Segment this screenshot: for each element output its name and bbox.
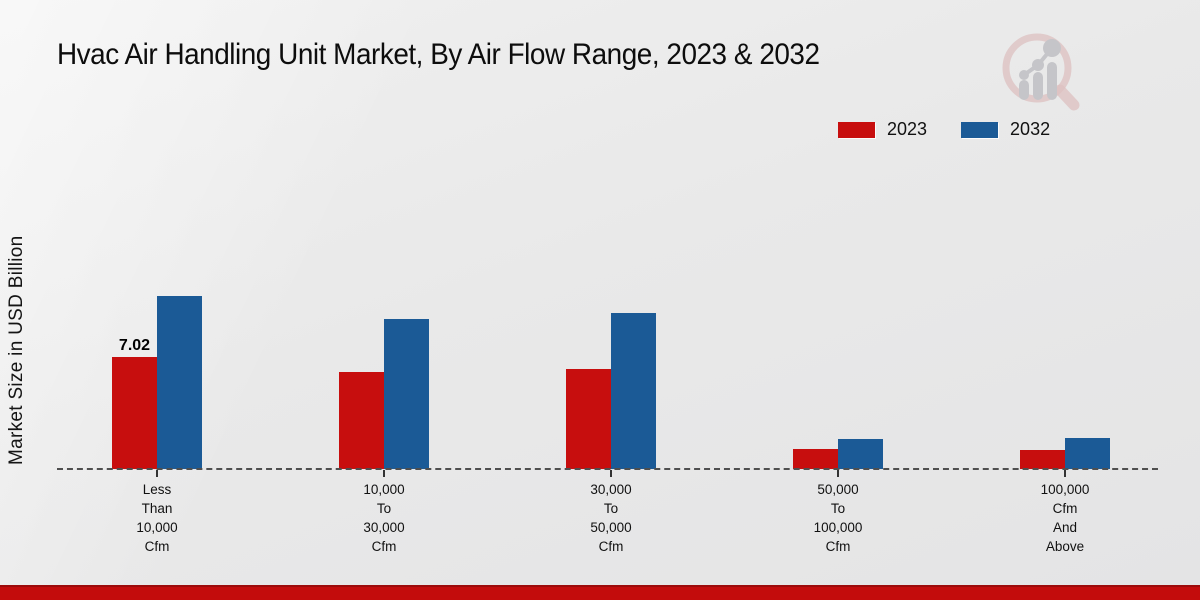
- category-label-2: 10,000 To 30,000 Cfm: [363, 482, 405, 554]
- bar-2032-group-1: [157, 296, 202, 469]
- bar-2023-group-5: [1020, 450, 1065, 469]
- magnifier-bar-chart-icon: [1002, 33, 1080, 111]
- brand-logo: [993, 28, 1083, 112]
- bar-2032-group-4: [838, 439, 883, 469]
- bar-2023-group-2: [339, 372, 384, 469]
- bar-2023-group-4: [793, 449, 838, 469]
- x-axis-tick-5: [1064, 470, 1066, 477]
- chart-title: Hvac Air Handling Unit Market, By Air Fl…: [57, 38, 820, 71]
- x-axis-tick-4: [837, 470, 839, 477]
- legend-item-2023: 2023: [838, 119, 927, 140]
- category-label-3: 30,000 To 50,000 Cfm: [590, 482, 632, 554]
- bar-2032-group-5: [1065, 438, 1110, 469]
- data-label-2023-group-1: 7.02: [118, 337, 151, 354]
- footer-bar: [0, 585, 1200, 600]
- x-axis-tick-3: [610, 470, 612, 477]
- category-label-1: Less Than 10,000 Cfm: [136, 482, 178, 554]
- legend: 2023 2032: [838, 119, 1050, 140]
- legend-item-2032: 2032: [961, 119, 1050, 140]
- x-axis-baseline: [57, 468, 1158, 470]
- bar-2032-group-3: [611, 313, 656, 469]
- category-label-5: 100,000 Cfm And Above: [1040, 482, 1090, 554]
- category-label-4: 50,000 To 100,000 Cfm: [813, 482, 863, 554]
- x-axis-tick-1: [156, 470, 158, 477]
- bar-2032-group-2: [384, 319, 429, 469]
- bar-2023-group-1: [112, 357, 157, 469]
- legend-swatch-2023: [838, 121, 875, 138]
- legend-swatch-2032: [961, 121, 999, 138]
- legend-label-2023: 2023: [887, 119, 928, 139]
- x-axis-tick-2: [383, 470, 385, 477]
- bar-2023-group-3: [566, 369, 611, 469]
- legend-label-2032: 2032: [1010, 119, 1051, 139]
